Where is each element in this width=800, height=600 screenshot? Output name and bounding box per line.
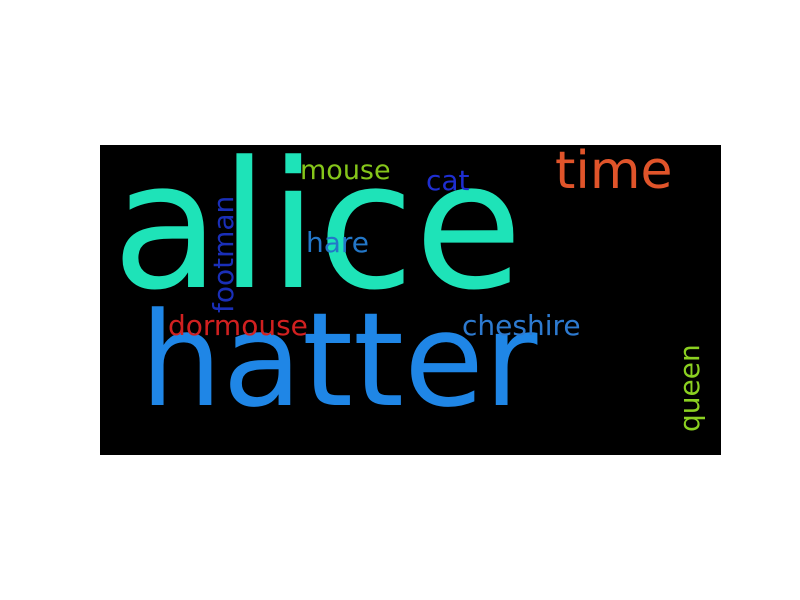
word-hatter: hatter: [140, 284, 538, 436]
word-hare: hare: [306, 226, 370, 259]
word-mouse: mouse: [300, 155, 391, 186]
word-alice: alice: [112, 145, 523, 329]
word-dormouse: dormouse: [168, 309, 308, 342]
word-queen: queen: [673, 344, 706, 432]
word-footman: footman: [207, 195, 240, 313]
word-time: time: [555, 145, 673, 201]
word-cheshire: cheshire: [462, 309, 581, 342]
word-cloud: alice hatter time mouse cat footman hare…: [100, 145, 721, 455]
word-cat: cat: [426, 164, 470, 197]
